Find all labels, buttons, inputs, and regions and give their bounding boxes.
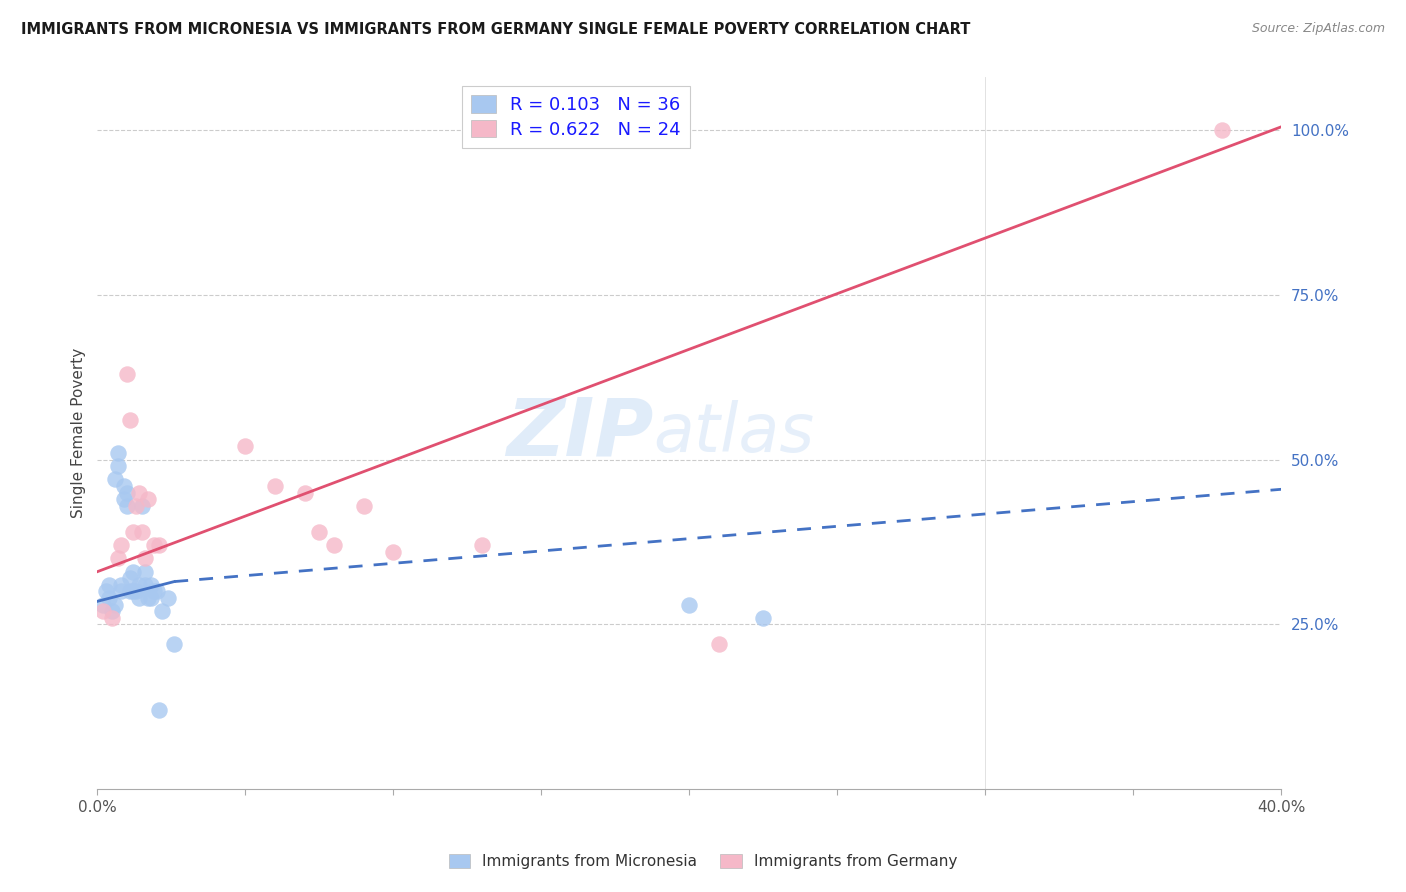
Point bbox=[125, 584, 148, 599]
Point bbox=[128, 591, 150, 605]
Point bbox=[91, 598, 114, 612]
Point bbox=[678, 598, 700, 612]
Point bbox=[294, 485, 316, 500]
Point bbox=[131, 525, 153, 540]
Point bbox=[233, 440, 256, 454]
Point bbox=[128, 485, 150, 500]
Point bbox=[91, 604, 114, 618]
Legend: R = 0.103   N = 36, R = 0.622   N = 24: R = 0.103 N = 36, R = 0.622 N = 24 bbox=[461, 87, 690, 147]
Point bbox=[157, 591, 180, 605]
Point bbox=[128, 578, 150, 592]
Point bbox=[323, 538, 346, 552]
Point bbox=[121, 525, 143, 540]
Point bbox=[104, 472, 127, 486]
Point bbox=[115, 367, 138, 381]
Point bbox=[136, 591, 159, 605]
Point bbox=[142, 538, 165, 552]
Point bbox=[131, 499, 153, 513]
Point bbox=[264, 479, 287, 493]
Point bbox=[139, 591, 162, 605]
Point bbox=[134, 565, 156, 579]
Text: ZIP: ZIP bbox=[506, 394, 654, 472]
Point bbox=[121, 565, 143, 579]
Point bbox=[98, 591, 121, 605]
Point bbox=[101, 604, 124, 618]
Point bbox=[112, 479, 135, 493]
Point bbox=[134, 578, 156, 592]
Point bbox=[110, 584, 132, 599]
Point bbox=[121, 584, 143, 599]
Point bbox=[115, 485, 138, 500]
Point bbox=[98, 578, 121, 592]
Text: IMMIGRANTS FROM MICRONESIA VS IMMIGRANTS FROM GERMANY SINGLE FEMALE POVERTY CORR: IMMIGRANTS FROM MICRONESIA VS IMMIGRANTS… bbox=[21, 22, 970, 37]
Point bbox=[163, 637, 186, 651]
Point bbox=[118, 571, 141, 585]
Point bbox=[134, 551, 156, 566]
Point bbox=[148, 703, 170, 717]
Y-axis label: Single Female Poverty: Single Female Poverty bbox=[72, 348, 86, 518]
Point bbox=[707, 637, 730, 651]
Point bbox=[104, 598, 127, 612]
Point bbox=[152, 604, 174, 618]
Point bbox=[136, 492, 159, 507]
Point bbox=[139, 578, 162, 592]
Legend: Immigrants from Micronesia, Immigrants from Germany: Immigrants from Micronesia, Immigrants f… bbox=[443, 847, 963, 875]
Point bbox=[308, 525, 330, 540]
Point bbox=[382, 545, 405, 559]
Point bbox=[353, 499, 375, 513]
Point bbox=[96, 584, 118, 599]
Point bbox=[112, 492, 135, 507]
Point bbox=[107, 446, 129, 460]
Point bbox=[101, 611, 124, 625]
Point bbox=[471, 538, 494, 552]
Text: Source: ZipAtlas.com: Source: ZipAtlas.com bbox=[1251, 22, 1385, 36]
Text: atlas: atlas bbox=[654, 401, 815, 467]
Point bbox=[148, 538, 170, 552]
Point bbox=[1211, 123, 1233, 137]
Point bbox=[145, 584, 167, 599]
Point bbox=[752, 611, 775, 625]
Point bbox=[115, 499, 138, 513]
Point bbox=[125, 499, 148, 513]
Point bbox=[110, 538, 132, 552]
Point bbox=[142, 584, 165, 599]
Point bbox=[107, 551, 129, 566]
Point bbox=[107, 459, 129, 474]
Point bbox=[118, 413, 141, 427]
Point bbox=[118, 584, 141, 599]
Point bbox=[110, 578, 132, 592]
